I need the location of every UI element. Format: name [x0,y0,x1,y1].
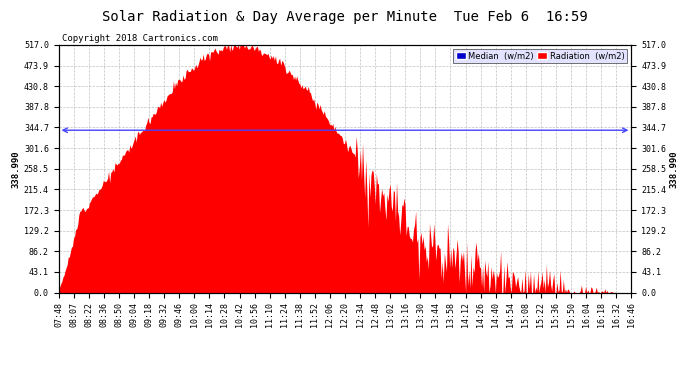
Text: 338.990: 338.990 [11,150,20,188]
Text: Solar Radiation & Day Average per Minute  Tue Feb 6  16:59: Solar Radiation & Day Average per Minute… [102,10,588,24]
Text: 338.990: 338.990 [670,150,679,188]
Legend: Median  (w/m2), Radiation  (w/m2): Median (w/m2), Radiation (w/m2) [453,49,627,63]
Text: Copyright 2018 Cartronics.com: Copyright 2018 Cartronics.com [61,33,217,42]
